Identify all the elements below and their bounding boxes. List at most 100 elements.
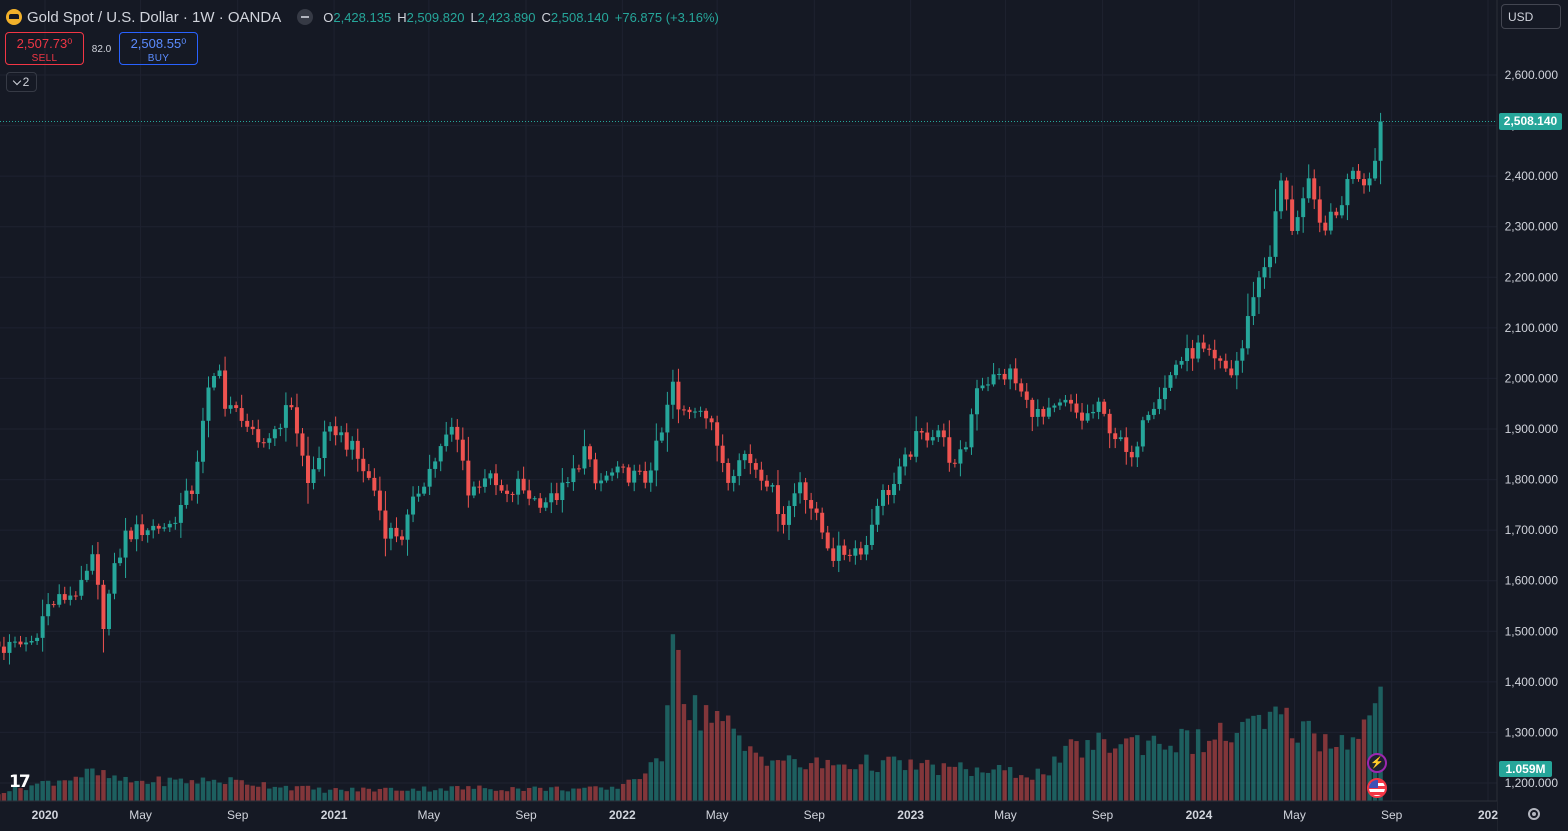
sell-price: 2,507.73⁰ [16,36,73,51]
candle-body [587,446,592,460]
candle-body [311,469,316,484]
symbol-title[interactable]: Gold Spot / U.S. Dollar · 1W · OANDA [27,8,282,26]
volume-bar [432,790,438,801]
candle-body [759,469,764,481]
volume-bar [831,765,836,801]
currency-selector[interactable]: USD [1501,4,1561,29]
volume-bar [267,788,272,801]
candle-body [1317,199,1322,223]
volume-bar [173,779,178,801]
volume-bar [162,786,167,801]
time-tick-label: Sep [1381,808,1403,822]
candle-body [980,385,985,389]
candle-body [1030,399,1035,417]
volume-bar [687,720,692,801]
volume-bar [521,790,526,801]
volume-bar [1289,738,1295,801]
gold-symbol-icon [6,9,22,25]
candle-body [582,446,587,469]
candle-body [576,468,581,470]
candle-body [770,485,775,487]
volume-bar [1300,721,1306,801]
volume-bar [79,777,84,801]
price-tick-label: 1,200.000 [1505,776,1559,790]
candle-body [659,432,664,441]
candle-body [333,426,338,436]
volume-bar [289,790,294,801]
volume-bar [1218,722,1223,801]
volume-bar [980,772,985,801]
volume-bar [1361,719,1367,801]
price-tick-label: 1,500.000 [1505,624,1559,638]
candle-body [1091,411,1096,414]
volume-bar [504,791,510,801]
volume-bar [399,790,405,801]
candle-body [1334,211,1339,216]
volume-bar [34,783,40,801]
candle-body [79,579,84,596]
volume-bar [1317,751,1322,801]
volume-bar [1229,742,1234,801]
volume-bar [725,715,731,801]
volume-bar [1096,732,1101,801]
candle-body [322,431,327,459]
candle-body [499,485,504,491]
candle-body [361,458,366,472]
volume-bar [869,770,875,801]
volume-bar [1057,762,1063,801]
settings-gear-icon[interactable] [1528,808,1540,820]
candle-body [1367,178,1372,186]
price-tick-label: 1,900.000 [1505,422,1559,436]
volume-bar [969,775,974,801]
volume-bar [714,710,720,801]
volume-bar [875,772,880,801]
tradingview-logo-icon[interactable]: 17 [9,772,31,792]
volume-bar [764,765,770,801]
candle-body [1013,368,1018,384]
market-status-icon[interactable] [297,9,314,25]
volume-bar [1179,728,1184,801]
volume-bar [344,791,349,801]
volume-bar [1107,752,1112,801]
candle-body [261,442,266,444]
volume-bar [670,634,676,801]
volume-bar [593,786,598,801]
candle-body [151,525,156,531]
candle-body [444,434,449,447]
flash-event-icon[interactable]: ⚡ [1367,753,1387,773]
time-tick-label: May [129,808,152,822]
volume-bar [703,705,709,801]
volume-bar [377,788,383,801]
candle-body [344,432,349,450]
candle-body [1218,358,1223,361]
candle-body [416,493,421,497]
candle-body [510,493,515,495]
candle-body [637,470,642,472]
candle-body [549,493,554,503]
volume-bar [1,793,7,801]
time-axis[interactable] [0,801,1497,831]
candle-body [95,554,100,585]
candle-body [997,373,1002,375]
indicators-toggle-button[interactable]: 2 [6,72,37,92]
volume-bar [167,777,172,801]
candle-body [798,482,803,494]
volume-label: 1.059M [1499,761,1552,777]
volume-bar [1267,711,1273,801]
price-axis-labels: 2,600.0002,500.0002,400.0002,300.0002,20… [1505,68,1559,790]
candle-body [1146,414,1151,421]
volume-bar [936,775,941,801]
candle-body [864,544,869,555]
candle-body [162,527,167,529]
volume-bar [29,785,34,801]
price-axis[interactable] [1497,0,1568,831]
candle-body [1085,413,1090,421]
volume-bar [1323,734,1328,801]
volume-bar [1345,749,1350,801]
sell-button[interactable]: 2,507.73⁰ SELL [5,32,84,65]
symbol-header: Gold Spot / U.S. Dollar · 1W · OANDA O2,… [6,6,719,28]
volume-bar [12,785,18,801]
buy-button[interactable]: 2,508.55⁰ BUY [119,32,198,65]
us-flag-event-icon[interactable] [1367,778,1387,798]
